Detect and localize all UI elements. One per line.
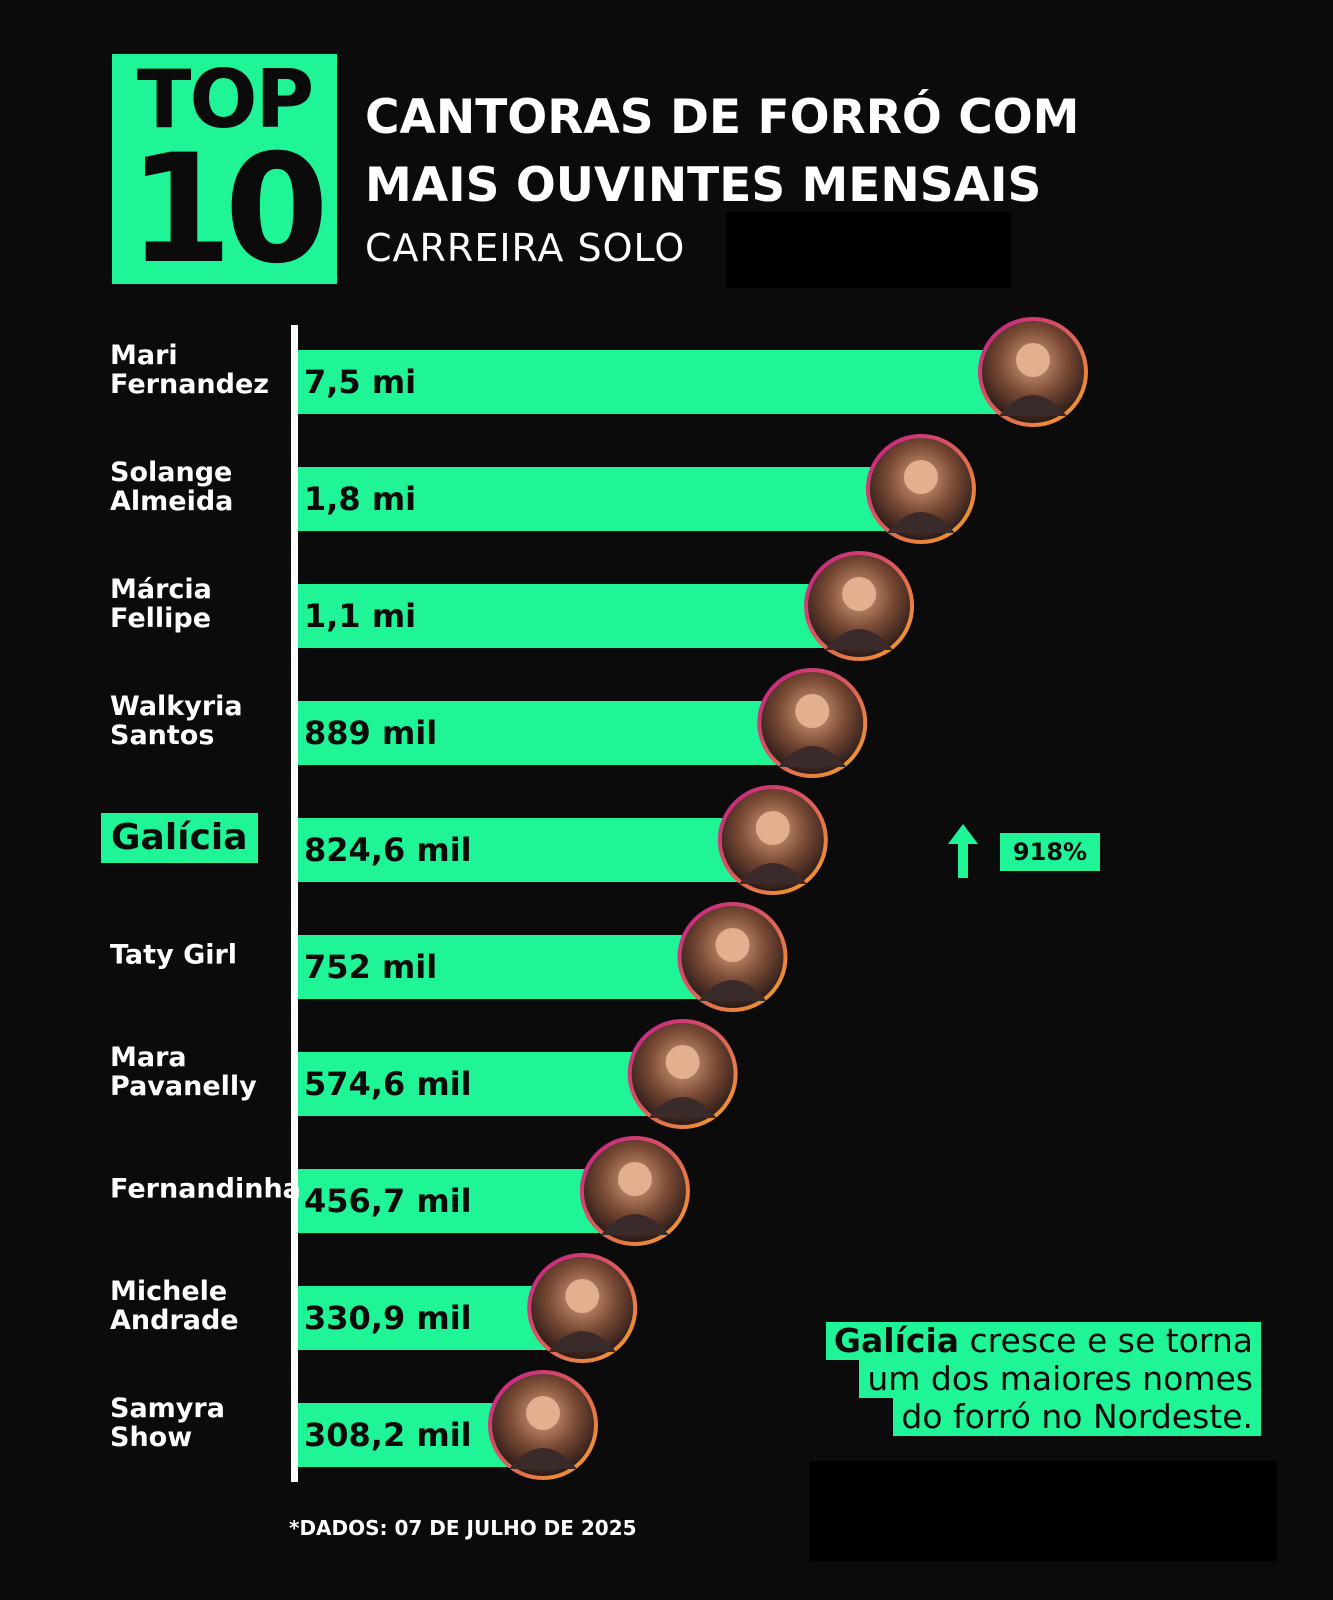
note-line2: um dos maiores nomes bbox=[859, 1360, 1261, 1398]
avatar-marcia-fellipe bbox=[804, 551, 915, 661]
chart-title-line2: MAIS OUVINTES MENSAIS bbox=[365, 158, 1042, 213]
avatar-samyra-show bbox=[488, 1370, 598, 1480]
arrow-up-icon bbox=[948, 824, 978, 878]
top10-badge: TOP 10 bbox=[112, 53, 337, 297]
category-label-fernandinha: Fernandinha bbox=[110, 1173, 301, 1205]
category-label-galicia: Galícia bbox=[101, 813, 258, 863]
bar-fernandinha bbox=[298, 1169, 635, 1233]
bar-mara-pavanelly bbox=[298, 1052, 683, 1116]
category-label-walkyria-santos: Walkyria Santos bbox=[110, 691, 243, 751]
avatar-mara-pavanelly bbox=[627, 1019, 738, 1129]
growth-badge: 918% bbox=[1000, 833, 1100, 871]
note-highlight: Galícia bbox=[833, 1321, 960, 1360]
avatar-fernandinha bbox=[579, 1136, 690, 1246]
bar-walkyria-santos bbox=[298, 701, 813, 765]
bar-galicia bbox=[298, 818, 773, 882]
data-label-mara-pavanelly: 574,6 mil bbox=[304, 1065, 472, 1103]
avatar-mari-fernandez bbox=[978, 317, 1088, 427]
data-label-solange-almeida: 1,8 mi bbox=[304, 480, 417, 518]
data-label-taty-girl: 752 mil bbox=[304, 948, 438, 986]
category-label-solange-almeida: Solange Almeida bbox=[110, 457, 234, 517]
data-label-mari-fernandez: 7,5 mi bbox=[304, 363, 417, 401]
bar-solange-almeida bbox=[298, 467, 921, 531]
note-line1-rest: cresce e se torna bbox=[959, 1321, 1253, 1360]
category-label-mari-fernandez: Mari Fernandez bbox=[110, 340, 269, 400]
avatar-taty-girl bbox=[677, 902, 788, 1012]
footnote: *DADOS: 07 DE JULHO DE 2025 bbox=[289, 1516, 637, 1540]
category-label-marcia-fellipe: Márcia Fellipe bbox=[110, 574, 212, 634]
category-label-michele-andrade: Michele Andrade bbox=[110, 1276, 239, 1336]
note-line3: do forró no Nordeste. bbox=[893, 1398, 1261, 1436]
bar-marcia-fellipe bbox=[298, 584, 860, 648]
data-label-walkyria-santos: 889 mil bbox=[304, 714, 438, 752]
chart-subtitle: CARREIRA SOLO bbox=[365, 226, 686, 270]
data-label-fernandinha: 456,7 mil bbox=[304, 1182, 472, 1220]
avatar-walkyria-santos bbox=[757, 668, 868, 778]
note-line1: Galícia cresce e se torna bbox=[825, 1321, 1261, 1360]
bar-mari-fernandez bbox=[298, 350, 1033, 414]
badge-top: TOP bbox=[136, 53, 314, 146]
data-label-marcia-fellipe: 1,1 mi bbox=[304, 597, 417, 635]
redaction-block bbox=[726, 212, 1011, 288]
bar-taty-girl bbox=[298, 935, 733, 999]
category-label-taty-girl: Taty Girl bbox=[110, 939, 238, 971]
data-label-galicia: 824,6 mil bbox=[304, 831, 472, 869]
chart-title-line1: CANTORAS DE FORRÓ COM bbox=[365, 90, 1080, 145]
data-label-michele-andrade: 330,9 mil bbox=[304, 1299, 472, 1337]
avatar-galicia bbox=[717, 785, 828, 895]
chart-title: CANTORAS DE FORRÓ COM MAIS OUVINTES MENS… bbox=[365, 84, 1079, 220]
badge-number: 10 bbox=[128, 123, 329, 297]
highlight-note: Galícia cresce e se torna um dos maiores… bbox=[825, 1321, 1261, 1436]
data-label-samyra-show: 308,2 mil bbox=[304, 1416, 472, 1454]
category-label-samyra-show: Samyra Show bbox=[110, 1393, 225, 1453]
category-label-mara-pavanelly: Mara Pavanelly bbox=[110, 1042, 257, 1102]
avatar-michele-andrade bbox=[527, 1253, 638, 1363]
y-axis-line bbox=[291, 325, 298, 1482]
redaction-block bbox=[810, 1461, 1277, 1561]
avatar-solange-almeida bbox=[865, 434, 976, 544]
